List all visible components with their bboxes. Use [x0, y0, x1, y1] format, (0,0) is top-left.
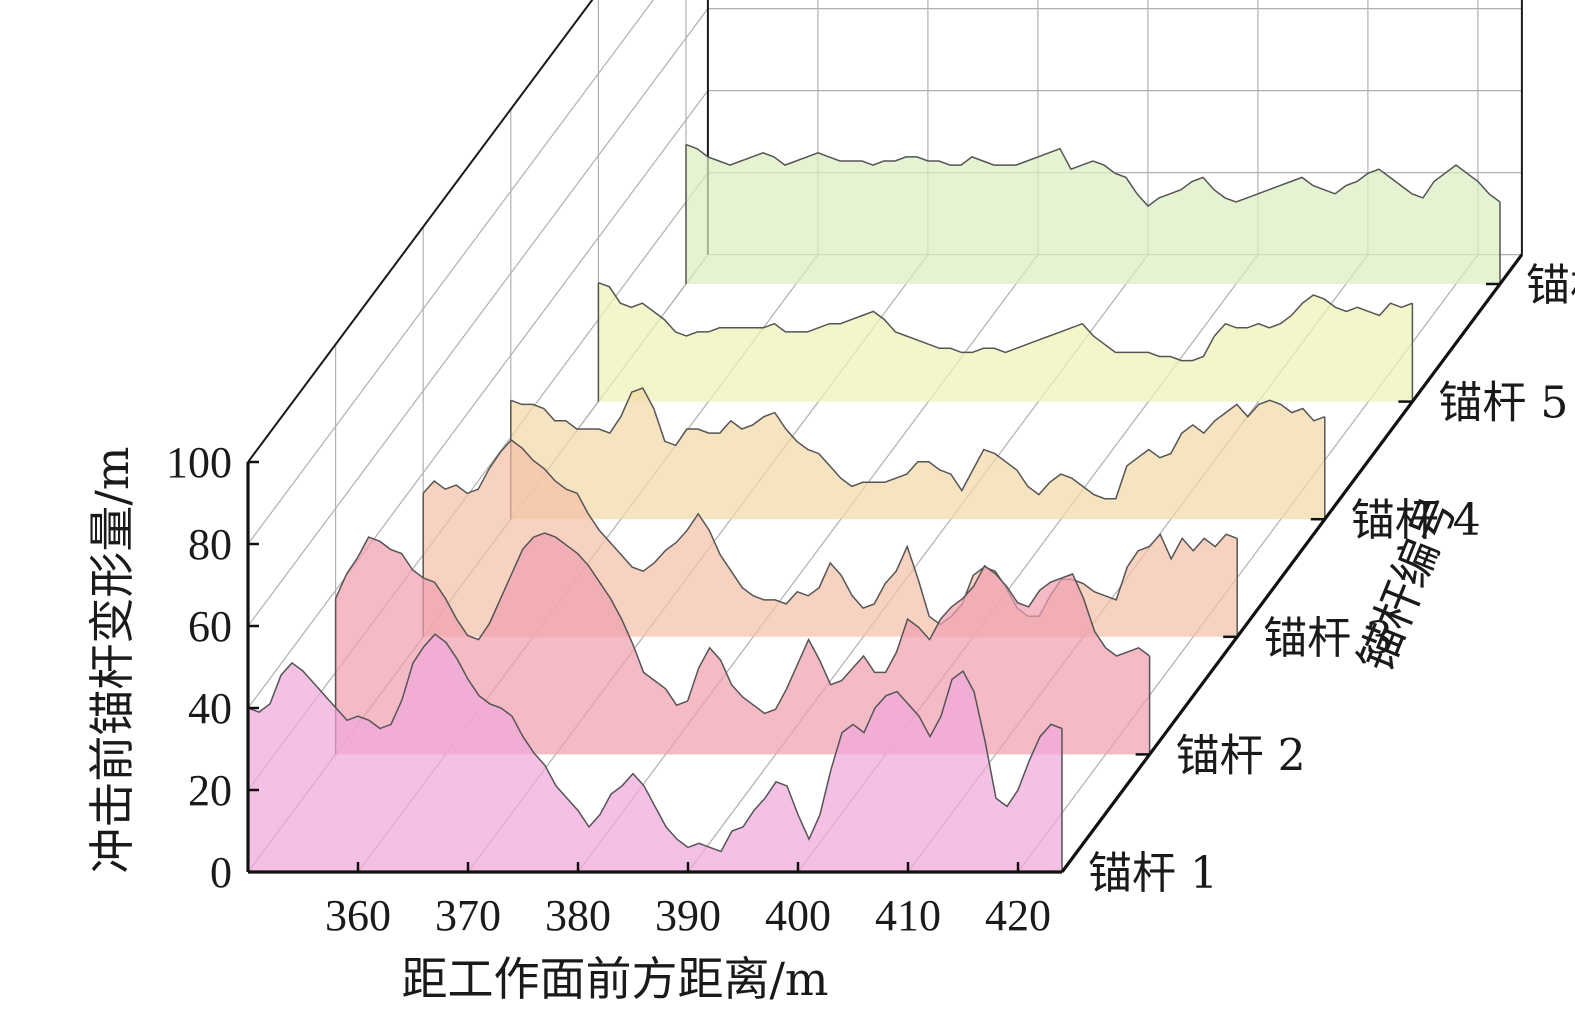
series-label-6: 锚杆 6 — [1526, 260, 1575, 311]
y-tick-label: 20 — [188, 766, 232, 815]
left-wall-gridline-horizontal — [247, 90, 709, 709]
series-label-3: 锚杆 3 — [1263, 613, 1393, 664]
frame-top-left-edge — [247, 0, 594, 463]
left-wall-gridline-horizontal — [247, 8, 709, 627]
x-tick-label: 360 — [325, 891, 391, 940]
left-wall-gridline-horizontal — [247, 172, 709, 791]
x-tick-label: 370 — [435, 891, 501, 940]
x-tick-label: 400 — [765, 891, 831, 940]
series-area-4 — [510, 388, 1325, 520]
y-tick-label: 80 — [188, 520, 232, 569]
y-tick-label: 60 — [188, 602, 232, 651]
x-tick-label: 410 — [875, 891, 941, 940]
y-tick-label: 0 — [210, 848, 232, 897]
y-tick-label: 40 — [188, 684, 232, 733]
y-axis-title: 冲击前锚杆变形量/m — [85, 446, 139, 873]
series-line-6 — [685, 143, 1501, 208]
series-area-6 — [686, 144, 1500, 284]
depth-axis-line — [1060, 253, 1524, 873]
series-label-2: 锚杆 2 — [1176, 730, 1306, 781]
series-area-1 — [248, 634, 1062, 872]
series-line-1 — [247, 633, 1063, 853]
left-wall-gridline-horizontal — [247, 0, 654, 545]
y-tick-label: 100 — [166, 438, 232, 487]
axis-layer — [246, 253, 1524, 874]
series-label-1: 锚杆 1 — [1088, 848, 1218, 899]
x-tick-label: 390 — [655, 891, 721, 940]
series-line-4 — [510, 387, 1326, 500]
series-line-3 — [422, 438, 1238, 626]
series-layer — [247, 143, 1501, 872]
x-tick-label: 380 — [545, 891, 611, 940]
series-line-5 — [598, 281, 1413, 362]
series-label-5: 锚杆 5 — [1438, 378, 1568, 429]
x-axis-title: 距工作面前方距离/m — [401, 952, 828, 1006]
series-area-3 — [423, 440, 1238, 637]
series-area-5 — [598, 282, 1413, 402]
x-tick-label: 420 — [985, 891, 1051, 940]
series-label-4: 锚杆 4 — [1351, 495, 1481, 546]
series-line-2 — [334, 532, 1151, 715]
